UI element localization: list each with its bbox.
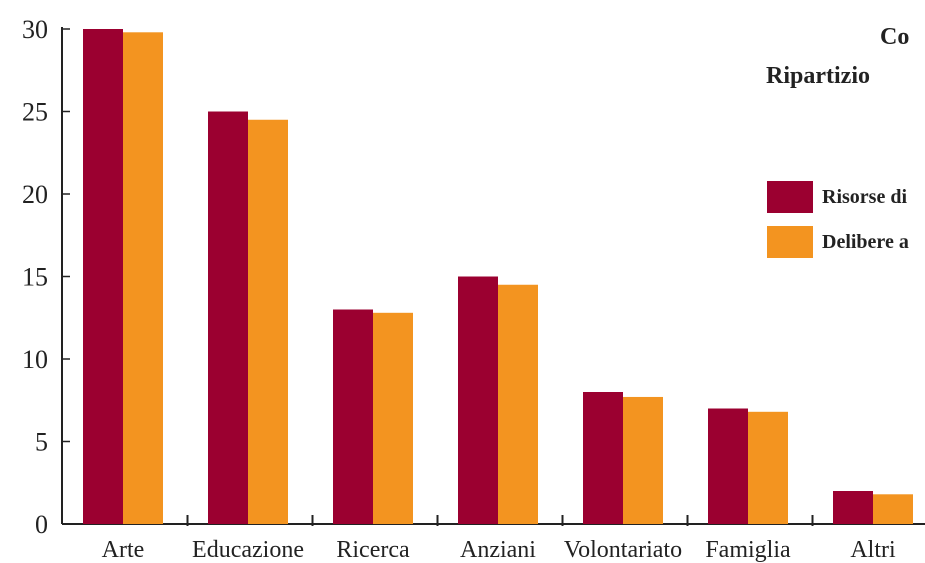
x-tick-label: Anziani — [460, 537, 536, 563]
x-tick-label: Educazione — [192, 537, 304, 563]
y-tick-label: 25 — [22, 98, 48, 127]
bar-series2 — [248, 119, 288, 524]
y-tick-label: 10 — [22, 345, 48, 374]
bar-series1 — [833, 491, 873, 524]
bar-series2 — [748, 411, 788, 524]
legend-swatch — [767, 181, 813, 213]
x-tick-label: Altri — [850, 537, 896, 563]
y-tick-label: 30 — [22, 15, 48, 44]
bar-series1 — [708, 408, 748, 524]
y-tick-label: 5 — [35, 428, 48, 457]
bar-series2 — [373, 312, 413, 524]
chart-title: Co — [880, 24, 909, 50]
bar-series2 — [623, 396, 663, 524]
y-tick-label: 20 — [22, 180, 48, 209]
bar-series2 — [123, 32, 163, 525]
bar-series2 — [873, 494, 913, 524]
bar-series1 — [583, 392, 623, 524]
bars — [83, 29, 913, 525]
title-group: Co Ripartizio — [766, 24, 909, 89]
bar-series1 — [458, 276, 498, 524]
bar-series1 — [208, 111, 248, 524]
x-tick-label: Famiglia — [705, 537, 791, 563]
x-tick-label: Arte — [102, 537, 145, 563]
y-tick-labels: 0 5 10 15 20 25 30 — [22, 15, 48, 539]
legend-swatch — [767, 226, 813, 258]
legend: Risorse di Delibere a — [767, 181, 909, 258]
y-tick-label: 0 — [35, 510, 48, 539]
bar-series2 — [498, 284, 538, 524]
bar-series1 — [83, 29, 123, 524]
x-tick-label: Volontariato — [564, 537, 682, 563]
legend-label: Delibere a — [822, 231, 909, 253]
bar-series1 — [333, 309, 373, 524]
x-tick-label: Ricerca — [336, 537, 410, 563]
x-tick-labels: Arte Educazione Ricerca Anziani Volontariato… — [102, 537, 896, 563]
y-tick-label: 15 — [22, 263, 48, 292]
legend-label: Risorse di — [822, 186, 907, 208]
chart-subtitle: Ripartizio — [766, 63, 870, 89]
